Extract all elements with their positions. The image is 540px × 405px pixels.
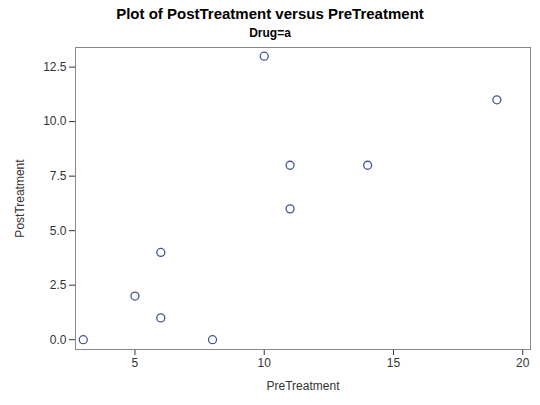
svg-text:2.5: 2.5 (50, 278, 67, 292)
svg-text:5.0: 5.0 (50, 224, 67, 238)
svg-text:10: 10 (258, 356, 272, 370)
svg-text:15: 15 (387, 356, 401, 370)
html-text:Plot of PostTreatment versus P: Plot of PostTreatment versus PreTreatmen… (116, 5, 424, 22)
svg-text:10.0: 10.0 (43, 114, 67, 128)
svg-text:20: 20 (516, 356, 530, 370)
svg-text:PostTreatment: PostTreatment (13, 159, 27, 238)
svg-text:12.5: 12.5 (43, 60, 67, 74)
svg-text:0.0: 0.0 (50, 333, 67, 347)
html-text:Drug=a: Drug=a (249, 26, 291, 40)
svg-text:7.5: 7.5 (50, 169, 67, 183)
svg-text:PreTreatment: PreTreatment (267, 379, 341, 393)
svg-text:5: 5 (132, 356, 139, 370)
